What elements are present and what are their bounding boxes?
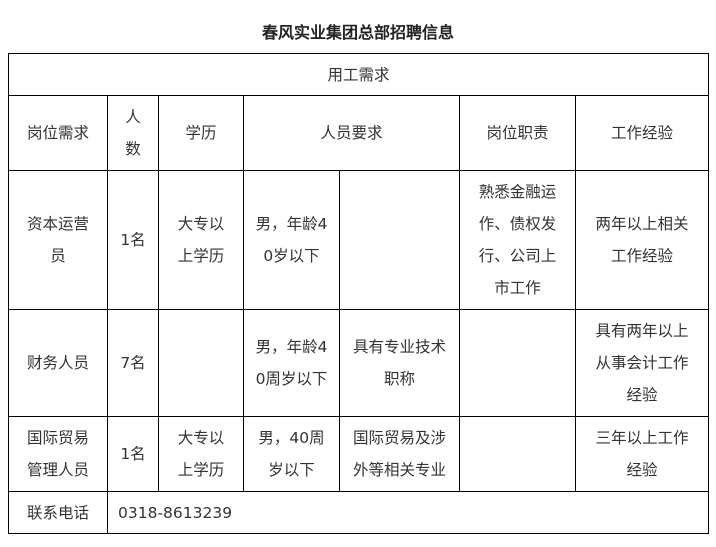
table-row: 资本运营 员 1名 大专以 上学历 男，年龄4 0岁以下 熟悉金融运 作、债权发… — [8, 170, 710, 310]
table-row: 财务人员 7名 男，年龄4 0周岁以下 具有专业技术 职称 具有两年以上 从事会… — [8, 309, 710, 417]
header-count: 人 数 — [107, 95, 159, 171]
cell-education: 大专以 上学历 — [158, 170, 244, 310]
header-position: 岗位需求 — [8, 95, 108, 171]
cell-experience: 具有两年以上 从事会计工作 经验 — [574, 309, 710, 417]
cell-experience: 三年以上工作 经验 — [574, 416, 710, 492]
cell-requirement-a: 男，年龄4 0周岁以下 — [243, 309, 340, 417]
cell-education — [158, 309, 244, 417]
cell-requirement-b: 国际贸易及涉 外等相关专业 — [339, 416, 460, 492]
cell-education: 大专以 上学历 — [158, 416, 244, 492]
cell-count: 1名 — [107, 416, 159, 492]
contact-label: 联系电话 — [8, 491, 108, 534]
cell-duties — [459, 416, 576, 492]
cell-count: 7名 — [107, 309, 159, 417]
contact-phone: 0318-8613239 — [106, 491, 710, 534]
page-title: 春风实业集团总部招聘信息 — [261, 23, 454, 42]
cell-requirement-b: 具有专业技术 职称 — [339, 309, 460, 417]
header-requirements: 人员要求 — [243, 95, 460, 171]
cell-requirement-b — [339, 170, 460, 310]
column-header-row: 岗位需求 人 数 学历 人员要求 岗位职责 工作经验 — [8, 95, 710, 171]
cell-position: 财务人员 — [8, 309, 108, 417]
cell-requirement-a: 男，年龄4 0岁以下 — [243, 170, 340, 310]
recruitment-table: 用工需求 岗位需求 人 数 学历 人员要求 岗位职责 工作经验 资本运营 员 1… — [7, 53, 710, 534]
header-duties: 岗位职责 — [459, 95, 576, 171]
cell-count: 1名 — [107, 170, 159, 310]
header-experience: 工作经验 — [574, 95, 710, 171]
cell-requirement-a: 男，40周 岁以下 — [243, 416, 340, 492]
cell-duties — [459, 309, 576, 417]
section-header-row: 用工需求 — [7, 53, 710, 96]
section-header: 用工需求 — [7, 53, 710, 96]
cell-experience: 两年以上相关 工作经验 — [574, 170, 710, 310]
cell-duties: 熟悉金融运 作、债权发 行、公司上 市工作 — [459, 170, 576, 310]
cell-position: 资本运营 员 — [8, 170, 108, 310]
header-education: 学历 — [158, 95, 244, 171]
contact-row: 联系电话 0318-8613239 — [8, 491, 710, 534]
table-row: 国际贸易 管理人员 1名 大专以 上学历 男，40周 岁以下 国际贸易及涉 外等… — [8, 416, 710, 492]
cell-position: 国际贸易 管理人员 — [8, 416, 108, 492]
